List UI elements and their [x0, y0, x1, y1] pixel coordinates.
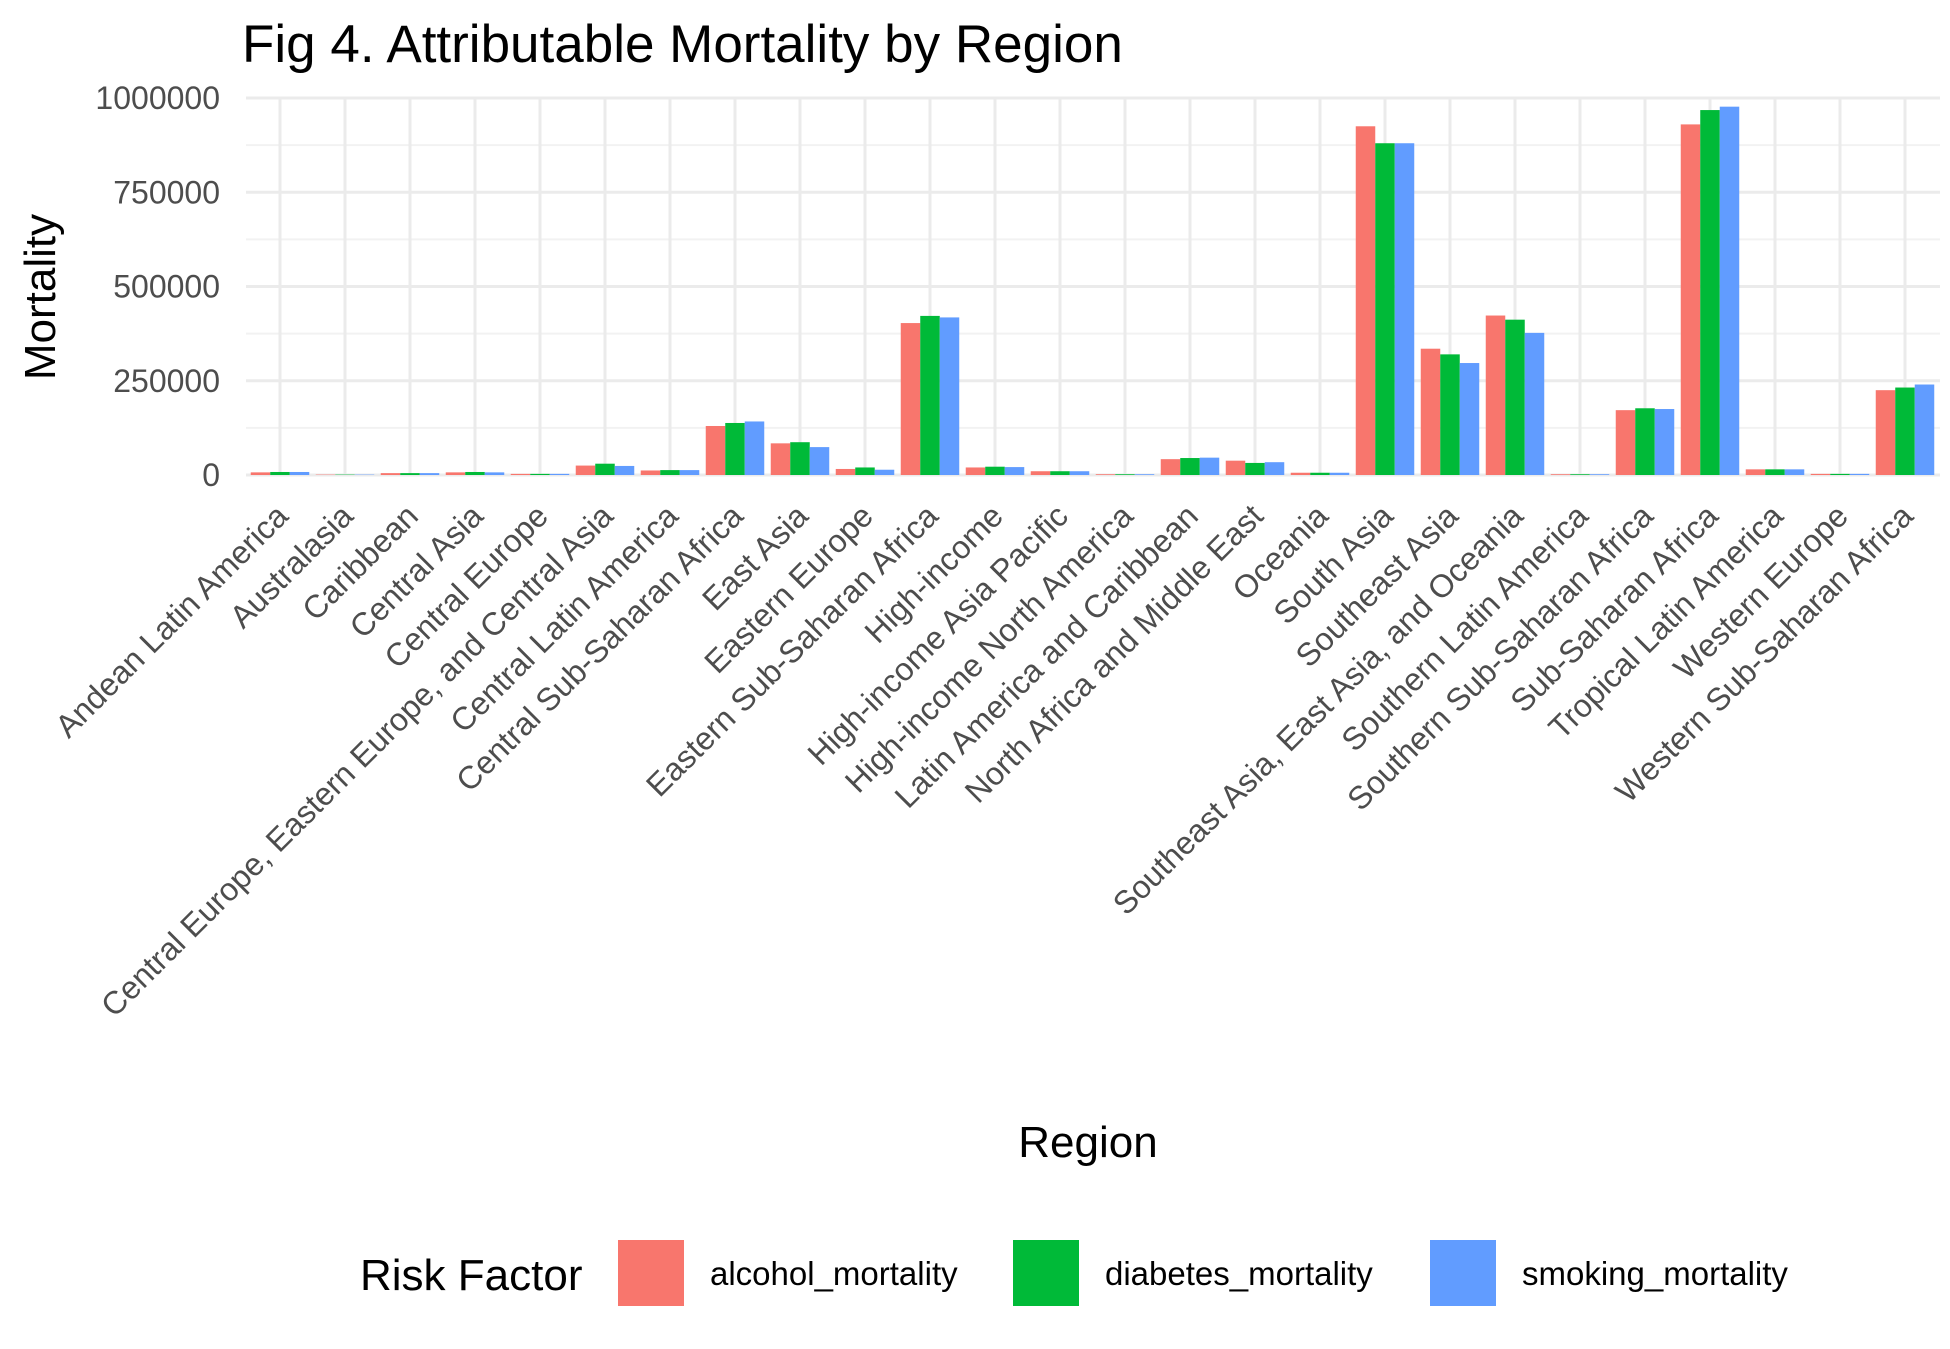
bar-alcohol_mortality: [705, 425, 726, 475]
bar-diabetes_mortality: [1180, 458, 1200, 475]
bar-diabetes_mortality: [855, 467, 875, 475]
bar-smoking_mortality: [419, 473, 440, 475]
bar-diabetes_mortality: [1570, 474, 1590, 475]
bar-smoking_mortality: [809, 447, 830, 475]
bar-alcohol_mortality: [1680, 124, 1701, 475]
bar-alcohol_mortality: [640, 470, 661, 475]
bar-alcohol_mortality: [1290, 472, 1311, 475]
bar-smoking_mortality: [484, 472, 505, 475]
bar-alcohol_mortality: [1810, 473, 1831, 475]
legend-label-diabetes_mortality: diabetes_mortality: [1105, 1255, 1373, 1292]
x-axis-ticks: Andean Latin AmericaAustralasiaCaribbean…: [48, 497, 1920, 1023]
bar-smoking_mortality: [1134, 474, 1155, 475]
bar-smoking_mortality: [1654, 409, 1675, 475]
bar-diabetes_mortality: [1830, 473, 1850, 475]
bar-alcohol_mortality: [510, 473, 531, 475]
y-axis-ticks: 0 250000 500000 750000 1000000: [95, 80, 220, 493]
bar-alcohol_mortality: [380, 473, 401, 475]
bar-alcohol_mortality: [770, 443, 791, 475]
bar-diabetes_mortality: [660, 470, 680, 475]
bar-diabetes_mortality: [725, 422, 745, 475]
bar-smoking_mortality: [1004, 467, 1025, 475]
bar-smoking_mortality: [939, 317, 960, 475]
bar-alcohol_mortality: [835, 468, 856, 475]
bar-alcohol_mortality: [1550, 474, 1571, 475]
bar-smoking_mortality: [874, 469, 895, 475]
y-tick-label: 1000000: [95, 80, 220, 116]
bar-alcohol_mortality: [1745, 469, 1766, 475]
y-tick-label: 500000: [113, 269, 220, 305]
y-tick-label: 750000: [113, 174, 220, 210]
bar-diabetes_mortality: [595, 463, 615, 475]
bar-smoking_mortality: [1459, 363, 1480, 475]
bar-diabetes_mortality: [1895, 387, 1915, 475]
bar-alcohol_mortality: [1485, 315, 1506, 475]
legend-label-alcohol_mortality: alcohol_mortality: [710, 1255, 958, 1292]
bar-diabetes_mortality: [1635, 408, 1655, 475]
bar-smoking_mortality: [1719, 106, 1740, 476]
bar-smoking_mortality: [1524, 332, 1545, 475]
y-tick-label: 250000: [113, 363, 220, 399]
legend-title: Risk Factor: [360, 1251, 582, 1300]
bar-diabetes_mortality: [530, 473, 550, 475]
bar-smoking_mortality: [1784, 469, 1805, 475]
bar-smoking_mortality: [1069, 471, 1090, 475]
bars: [250, 106, 1935, 476]
bar-diabetes_mortality: [465, 471, 485, 475]
bar-smoking_mortality: [1394, 143, 1415, 476]
bar-smoking_mortality: [1264, 462, 1285, 475]
y-tick-label: 0: [202, 457, 220, 493]
bar-smoking_mortality: [1589, 474, 1610, 475]
bar-alcohol_mortality: [965, 467, 986, 475]
bar-smoking_mortality: [679, 470, 700, 475]
bar-smoking_mortality: [1849, 473, 1870, 475]
legend-key-alcohol_mortality: [618, 1240, 684, 1306]
bar-smoking_mortality: [614, 465, 635, 475]
bar-diabetes_mortality: [985, 466, 1005, 475]
bar-diabetes_mortality: [1700, 110, 1720, 476]
bar-alcohol_mortality: [1615, 410, 1636, 475]
bar-diabetes_mortality: [400, 473, 420, 475]
bar-smoking_mortality: [1329, 472, 1350, 475]
bar-alcohol_mortality: [1420, 348, 1441, 475]
bar-diabetes_mortality: [1440, 354, 1460, 475]
bar-alcohol_mortality: [250, 472, 271, 475]
legend-key-smoking_mortality: [1430, 1240, 1496, 1306]
x-axis-title: Region: [1018, 1118, 1157, 1167]
bar-alcohol_mortality: [1355, 126, 1376, 476]
bar-alcohol_mortality: [1095, 474, 1116, 475]
bar-alcohol_mortality: [1225, 460, 1246, 475]
bar-alcohol_mortality: [1875, 390, 1896, 475]
bar-smoking_mortality: [744, 421, 765, 475]
bar-smoking_mortality: [1199, 457, 1220, 475]
bar-diabetes_mortality: [1310, 472, 1330, 475]
bar-smoking_mortality: [549, 473, 570, 475]
chart-title: Fig 4. Attributable Mortality by Region: [242, 15, 1123, 74]
bar-smoking_mortality: [289, 471, 310, 475]
bar-smoking_mortality: [1914, 384, 1935, 475]
bar-alcohol_mortality: [1160, 459, 1181, 475]
bar-diabetes_mortality: [1050, 471, 1070, 475]
bar-diabetes_mortality: [920, 315, 940, 475]
bar-alcohol_mortality: [900, 323, 921, 475]
bar-diabetes_mortality: [270, 471, 290, 475]
legend-label-smoking_mortality: smoking_mortality: [1522, 1255, 1788, 1292]
bar-alcohol_mortality: [445, 472, 466, 475]
y-axis-title: Mortality: [16, 214, 65, 380]
legend-key-diabetes_mortality: [1013, 1240, 1079, 1306]
bar-diabetes_mortality: [1375, 143, 1395, 476]
bar-diabetes_mortality: [1505, 319, 1525, 475]
bar-alcohol_mortality: [575, 465, 596, 475]
bar-diabetes_mortality: [1765, 469, 1785, 475]
bar-alcohol_mortality: [1030, 471, 1051, 475]
bar-diabetes_mortality: [1245, 462, 1265, 475]
bar-diabetes_mortality: [1115, 474, 1135, 475]
bar-diabetes_mortality: [790, 442, 810, 475]
grid: [246, 96, 1940, 477]
legend: Risk Factor alcohol_mortality diabetes_mo…: [360, 1240, 1788, 1306]
